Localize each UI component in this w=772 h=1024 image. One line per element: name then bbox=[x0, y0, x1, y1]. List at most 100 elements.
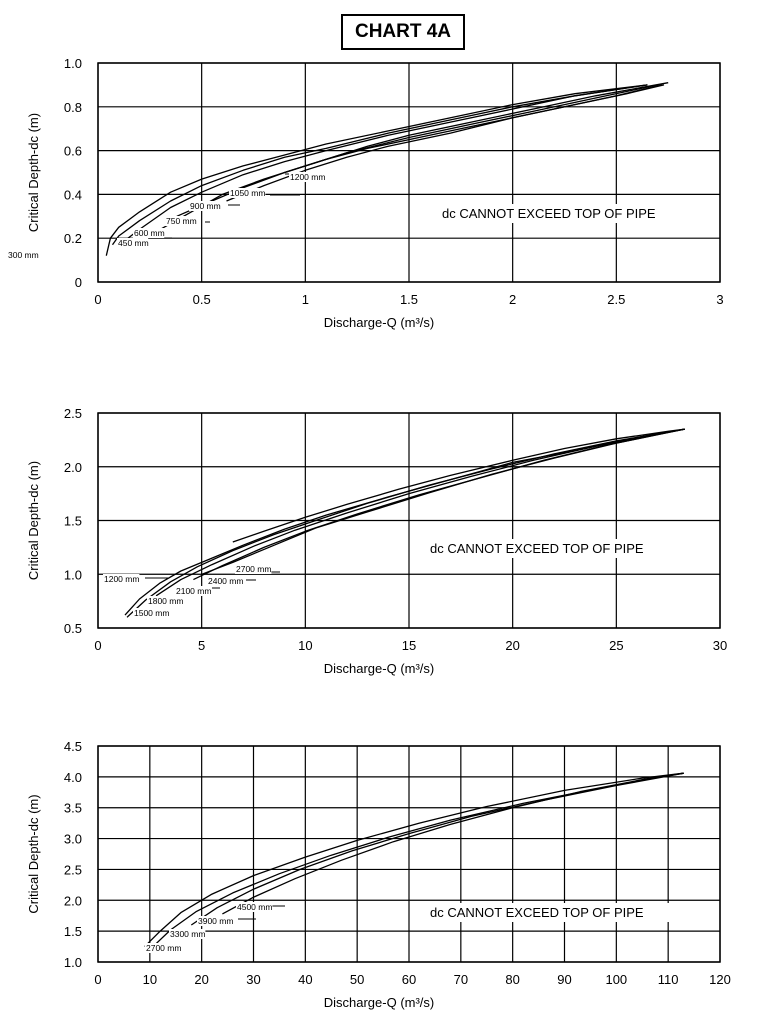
curve-label-900-mm: 900 mm bbox=[190, 201, 221, 211]
curve-label-bg-2700-mm bbox=[235, 564, 272, 574]
curve-label-bg-1800-mm bbox=[147, 596, 184, 606]
y-tick-label-3: 4.0 bbox=[64, 770, 82, 785]
curve-label-bg-1050-mm bbox=[229, 188, 266, 198]
curve-3900-mm bbox=[190, 772, 684, 926]
x-tick-label-2: 25 bbox=[609, 638, 623, 653]
x-axis-label-2: Discharge-Q (m³/s) bbox=[324, 661, 435, 676]
curve-label-bg-2400-mm bbox=[207, 576, 244, 586]
curve-label-bg-300-mm bbox=[7, 250, 39, 260]
x-tick-label-3: 10 bbox=[143, 972, 157, 987]
annotation-bg-2 bbox=[424, 539, 672, 558]
x-tick-label-3: 30 bbox=[246, 972, 260, 987]
curve-label-bg-1200-mm bbox=[103, 574, 140, 584]
x-tick-label-3: 80 bbox=[505, 972, 519, 987]
curve-label-3900-mm: 3900 mm bbox=[198, 916, 233, 926]
curve-label-bg-2700-mm bbox=[145, 943, 182, 953]
y-tick-label-2: 2.0 bbox=[64, 460, 82, 475]
curve-label-450-mm: 450 mm bbox=[118, 238, 149, 248]
curve-2400-mm bbox=[201, 428, 685, 575]
curve-label-1200-mm: 1200 mm bbox=[290, 172, 325, 182]
x-tick-label-1: 0 bbox=[94, 292, 101, 307]
curve-label-bg-450-mm bbox=[117, 238, 149, 248]
x-tick-label-3: 50 bbox=[350, 972, 364, 987]
curve-label-600-mm: 600 mm bbox=[134, 228, 165, 238]
x-axis-label-3: Discharge-Q (m³/s) bbox=[324, 995, 435, 1010]
annotation-note-2: dc CANNOT EXCEED TOP OF PIPE bbox=[430, 541, 644, 556]
x-tick-label-1: 2 bbox=[509, 292, 516, 307]
curve-label-750-mm: 750 mm bbox=[166, 216, 197, 226]
x-tick-label-3: 0 bbox=[94, 972, 101, 987]
y-tick-label-1: 0.2 bbox=[64, 231, 82, 246]
x-tick-label-2: 15 bbox=[402, 638, 416, 653]
curve-label-bg-1500-mm bbox=[133, 608, 170, 618]
y-tick-label-2: 1.5 bbox=[64, 514, 82, 529]
x-tick-label-1: 2.5 bbox=[607, 292, 625, 307]
curve-label-2100-mm: 2100 mm bbox=[176, 586, 211, 596]
annotation-bg-1 bbox=[436, 204, 684, 223]
x-tick-label-1: 1 bbox=[302, 292, 309, 307]
y-axis-label-2: Critical Depth-dc (m) bbox=[26, 461, 41, 580]
x-tick-label-3: 120 bbox=[709, 972, 731, 987]
curve-label-3300-mm: 3300 mm bbox=[170, 929, 205, 939]
x-tick-label-3: 70 bbox=[454, 972, 468, 987]
x-tick-label-2: 10 bbox=[298, 638, 312, 653]
y-tick-label-3: 1.0 bbox=[64, 955, 82, 970]
curve-label-bg-600-mm bbox=[133, 228, 165, 238]
y-tick-label-1: 0.8 bbox=[64, 100, 82, 115]
y-tick-label-1: 0 bbox=[75, 275, 82, 290]
y-tick-label-1: 0.6 bbox=[64, 144, 82, 159]
y-tick-label-1: 1.0 bbox=[64, 56, 82, 71]
curve-label-bg-900-mm bbox=[189, 201, 221, 211]
curve-label-1050-mm: 1050 mm bbox=[230, 188, 265, 198]
curve-1800-mm bbox=[155, 428, 685, 597]
y-tick-label-2: 0.5 bbox=[64, 621, 82, 636]
x-tick-label-3: 20 bbox=[194, 972, 208, 987]
y-tick-label-3: 3.0 bbox=[64, 832, 82, 847]
curve-label-bg-1200-mm bbox=[289, 172, 326, 182]
y-tick-label-3: 2.5 bbox=[64, 862, 82, 877]
curve-2700-mm bbox=[232, 428, 685, 543]
y-tick-label-3: 4.5 bbox=[64, 739, 82, 754]
x-axis-label-1: Discharge-Q (m³/s) bbox=[324, 315, 435, 330]
x-tick-label-2: 30 bbox=[713, 638, 727, 653]
y-tick-label-2: 2.5 bbox=[64, 406, 82, 421]
curve-label-2700-mm: 2700 mm bbox=[146, 943, 181, 953]
x-tick-label-2: 0 bbox=[94, 638, 101, 653]
curve-2700-mm bbox=[144, 772, 684, 948]
curve-label-300-mm: 300 mm bbox=[8, 250, 39, 260]
x-tick-label-3: 100 bbox=[605, 972, 627, 987]
annotation-bg-3 bbox=[424, 903, 672, 922]
y-axis-label-3: Critical Depth-dc (m) bbox=[26, 794, 41, 913]
x-tick-label-2: 20 bbox=[505, 638, 519, 653]
y-tick-label-2: 1.0 bbox=[64, 567, 82, 582]
x-tick-label-2: 5 bbox=[198, 638, 205, 653]
curve-label-1200-mm: 1200 mm bbox=[104, 574, 139, 584]
curve-label-1500-mm: 1500 mm bbox=[134, 608, 169, 618]
curve-label-bg-3900-mm bbox=[197, 916, 234, 926]
curve-label-2400-mm: 2400 mm bbox=[208, 576, 243, 586]
curve-450-mm bbox=[111, 84, 648, 246]
y-tick-label-1: 0.4 bbox=[64, 187, 82, 202]
x-tick-label-3: 60 bbox=[402, 972, 416, 987]
curve-label-2700-mm: 2700 mm bbox=[236, 564, 271, 574]
curve-label-bg-2100-mm bbox=[175, 586, 212, 596]
curve-1500-mm bbox=[126, 428, 685, 618]
y-tick-label-3: 1.5 bbox=[64, 924, 82, 939]
x-tick-label-1: 0.5 bbox=[193, 292, 211, 307]
y-tick-label-3: 3.5 bbox=[64, 801, 82, 816]
annotation-note-3: dc CANNOT EXCEED TOP OF PIPE bbox=[430, 905, 644, 920]
y-axis-label-1: Critical Depth-dc (m) bbox=[26, 113, 41, 232]
x-tick-label-3: 40 bbox=[298, 972, 312, 987]
annotation-note-1: dc CANNOT EXCEED TOP OF PIPE bbox=[442, 206, 656, 221]
x-tick-label-3: 110 bbox=[658, 972, 679, 987]
x-tick-label-3: 90 bbox=[557, 972, 571, 987]
curve-label-bg-3300-mm bbox=[169, 929, 206, 939]
curve-label-bg-4500-mm bbox=[236, 902, 273, 912]
y-tick-label-3: 2.0 bbox=[64, 893, 82, 908]
curve-4500-mm bbox=[222, 772, 684, 915]
x-tick-label-1: 3 bbox=[716, 292, 723, 307]
curve-1200-mm bbox=[284, 82, 669, 174]
curve-1200-mm bbox=[124, 428, 685, 616]
curve-300-mm bbox=[105, 84, 648, 256]
